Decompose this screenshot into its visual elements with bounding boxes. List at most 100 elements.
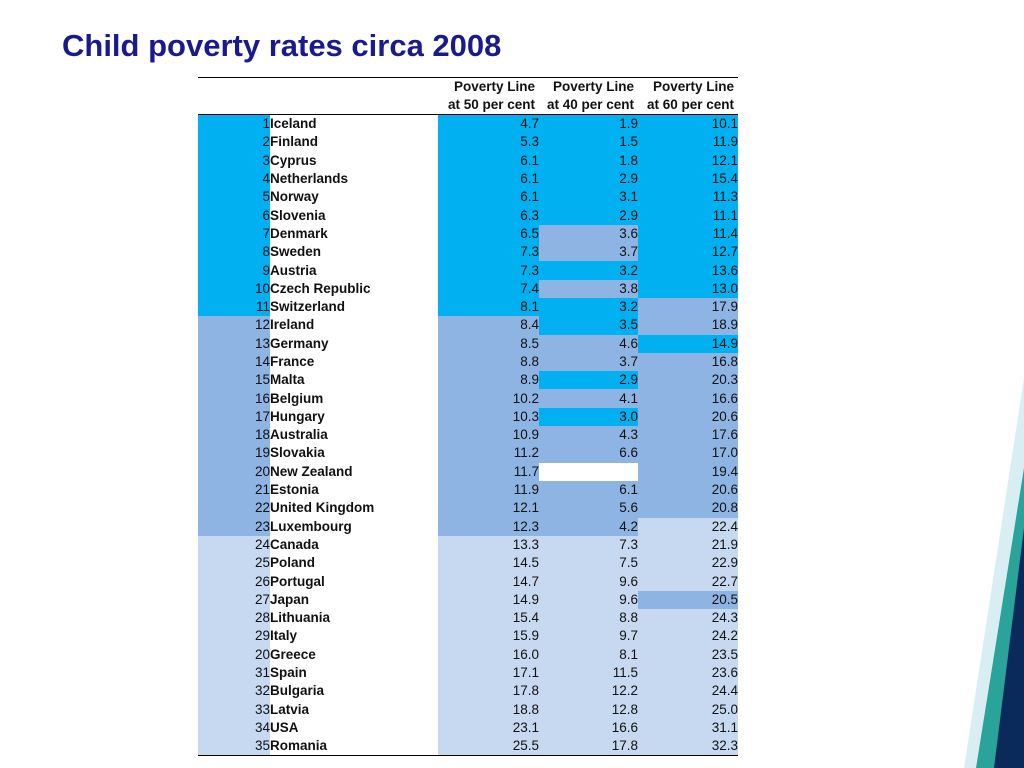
row-value-50: 7.3 [438,243,539,262]
page-title: Child poverty rates circa 2008 [62,28,502,63]
table-row: 8 Sweden 7.3 3.7 12.7 [198,243,738,262]
row-value-50: 18.8 [438,700,539,719]
row-value-60: 23.6 [638,663,738,683]
row-rank: 1 [198,114,270,134]
table-row: 20 New Zealand 11.7 19.4 [198,462,738,481]
header-col-60-line1: Poverty Line [638,77,738,96]
table-row: 35 Romania 25.5 17.8 32.3 [198,737,738,757]
table-row: 24 Canada 13.3 7.3 21.9 [198,535,738,555]
row-value-60: 12.7 [638,243,738,262]
table-row: 12 Ireland 8.4 3.5 18.9 [198,316,738,335]
table-row: 17 Hungary 10.3 3.0 20.6 [198,407,738,427]
row-country: Ireland [270,316,438,335]
row-value-50: 5.3 [438,133,539,152]
row-rank: 4 [198,169,270,189]
row-country: Hungary [270,407,438,427]
row-value-50: 11.7 [438,462,539,481]
row-value-60: 14.9 [638,334,738,353]
row-country: Romania [270,737,438,757]
row-value-60: 23.5 [638,645,738,664]
header-country [270,77,438,96]
row-value-60: 12.1 [638,151,738,170]
row-value-50: 4.7 [438,114,539,134]
row-value-50: 6.5 [438,224,539,244]
row-value-60: 11.9 [638,133,738,152]
header-country-2 [270,96,438,115]
row-value-60: 20.8 [638,499,738,518]
row-value-40: 4.2 [539,517,638,536]
table-row: 27 Japan 14.9 9.6 20.5 [198,590,738,610]
row-value-50: 25.5 [438,737,539,757]
row-value-40: 2.9 [539,169,638,189]
row-value-40: 1.5 [539,133,638,152]
row-value-40: 12.8 [539,700,638,719]
row-rank: 6 [198,206,270,225]
row-value-50: 14.9 [438,590,539,610]
row-country: Poland [270,554,438,573]
row-value-40: 8.1 [539,645,638,664]
header-col-50-line1: Poverty Line [438,77,539,96]
row-value-60: 25.0 [638,700,738,719]
row-value-40: 4.1 [539,389,638,408]
row-value-50: 8.1 [438,297,539,317]
row-rank: 34 [198,718,270,738]
row-value-40: 3.0 [539,407,638,427]
row-country: Iceland [270,114,438,134]
row-value-50: 16.0 [438,645,539,664]
row-rank: 15 [198,371,270,390]
row-value-40: 11.5 [539,663,638,683]
row-value-40: 3.7 [539,352,638,372]
table-row: 32 Bulgaria 17.8 12.2 24.4 [198,682,738,701]
table-row: 34 USA 23.1 16.6 31.1 [198,718,738,738]
row-rank: 32 [198,682,270,701]
row-rank: 11 [198,297,270,317]
row-rank: 28 [198,609,270,628]
row-value-40: 5.6 [539,499,638,518]
row-country: Lithuania [270,609,438,628]
row-value-60: 11.3 [638,188,738,207]
row-country: Germany [270,334,438,353]
row-value-40: 9.6 [539,572,638,591]
row-value-50: 11.9 [438,480,539,500]
table-row: 29 Italy 15.9 9.7 24.2 [198,627,738,646]
row-value-40: 8.8 [539,609,638,628]
row-country: Estonia [270,480,438,500]
row-value-50: 6.3 [438,206,539,225]
row-rank: 18 [198,426,270,445]
row-value-60: 11.4 [638,224,738,244]
row-country: Spain [270,663,438,683]
row-rank: 21 [198,480,270,500]
row-value-40: 17.8 [539,737,638,757]
table-row: 16 Belgium 10.2 4.1 16.6 [198,389,738,408]
row-value-60: 13.0 [638,279,738,298]
table-row: 2 Finland 5.3 1.5 11.9 [198,133,738,152]
row-value-40: 3.6 [539,224,638,244]
table-row: 7 Denmark 6.5 3.6 11.4 [198,224,738,244]
row-value-60: 16.6 [638,389,738,408]
row-value-60: 16.8 [638,352,738,372]
row-value-60: 10.1 [638,114,738,134]
row-value-40: 6.6 [539,444,638,463]
row-value-60: 22.7 [638,572,738,591]
row-country: Belgium [270,389,438,408]
row-value-40: 16.6 [539,718,638,738]
row-rank: 7 [198,224,270,244]
row-rank: 16 [198,389,270,408]
row-value-60: 22.4 [638,517,738,536]
table-row: 25 Poland 14.5 7.5 22.9 [198,554,738,573]
table-row: 28 Lithuania 15.4 8.8 24.3 [198,609,738,628]
row-value-50: 7.4 [438,279,539,298]
table-row: 10 Czech Republic 7.4 3.8 13.0 [198,279,738,298]
row-value-60: 20.3 [638,371,738,390]
row-country: Sweden [270,243,438,262]
row-rank: 8 [198,243,270,262]
poverty-table: Poverty Line Poverty Line Poverty Line a… [198,77,738,757]
table-row: 26 Portugal 14.7 9.6 22.7 [198,572,738,591]
row-country: Canada [270,535,438,555]
row-country: New Zealand [270,462,438,481]
row-country: Italy [270,627,438,646]
row-value-60: 22.9 [638,554,738,573]
table-row: 19 Slovakia 11.2 6.6 17.0 [198,444,738,463]
corner-decoration [964,378,1024,768]
row-country: Netherlands [270,169,438,189]
